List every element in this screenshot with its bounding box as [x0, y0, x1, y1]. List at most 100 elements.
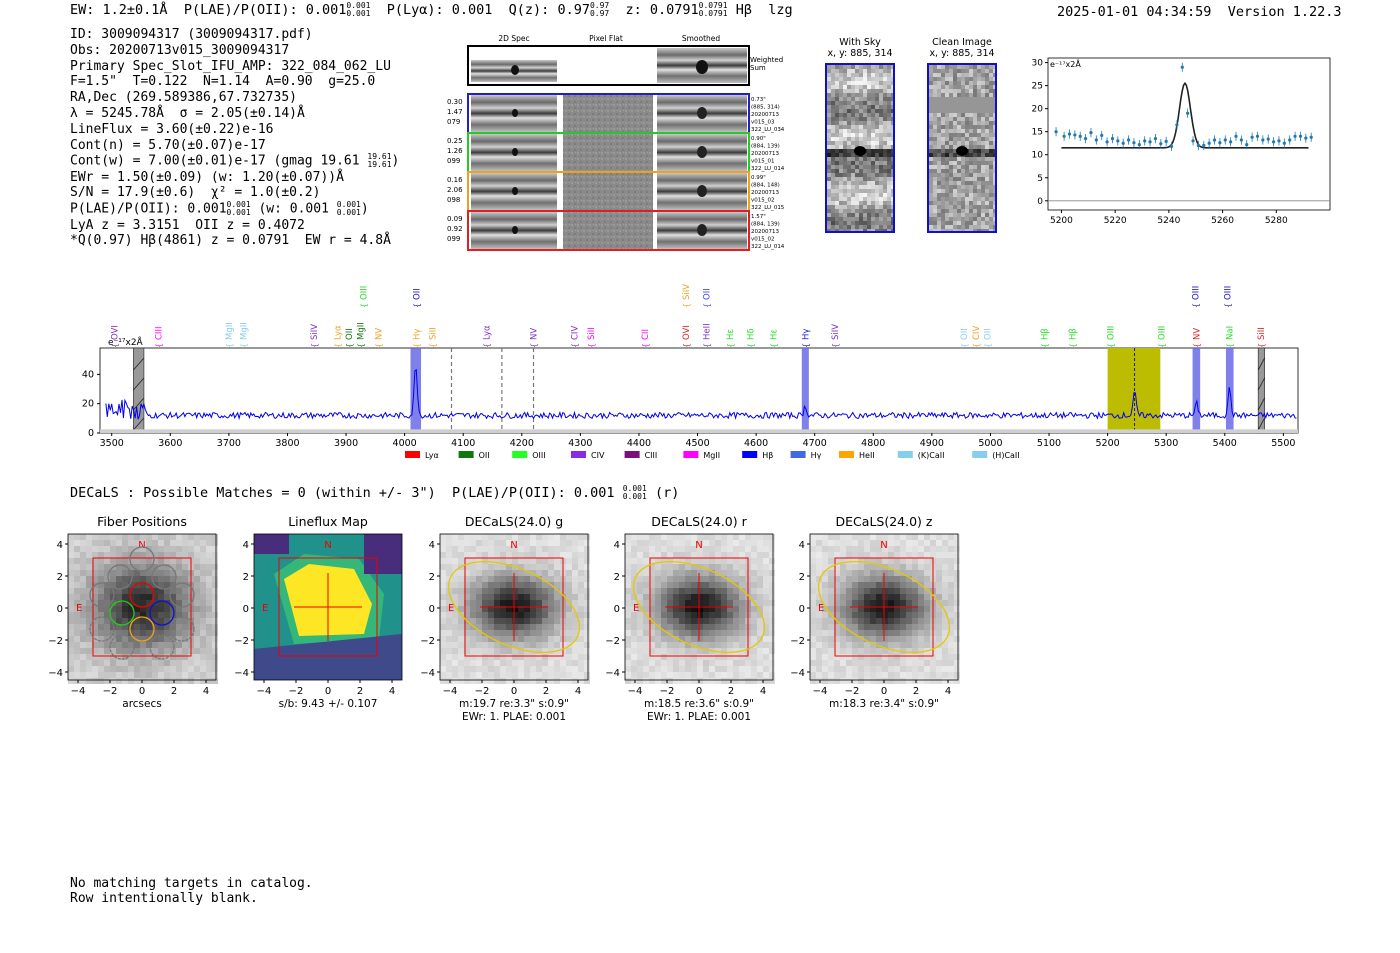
- cutout-pixel: [879, 85, 883, 89]
- cutout-pixel: [709, 612, 715, 618]
- cutout-pixel: [863, 129, 867, 133]
- cutout-pixel: [941, 169, 945, 173]
- cutout-pixel: [98, 648, 104, 654]
- cutout-pixel: [965, 105, 969, 109]
- cutout-pixel: [852, 570, 858, 576]
- cutout-pixel: [871, 225, 875, 229]
- cutout-pixel: [536, 540, 542, 546]
- cutout-pixel: [822, 624, 828, 630]
- cutout-pixel: [122, 570, 128, 576]
- cutout-pixel: [855, 193, 859, 197]
- cutout-pixel: [855, 113, 859, 117]
- fiber-row-left-label: 0.16: [447, 176, 463, 184]
- cutout-pixel: [948, 654, 954, 660]
- cutout-pixel: [464, 624, 470, 630]
- cutout-pixel: [637, 570, 643, 576]
- cutout-pixel: [930, 534, 936, 540]
- cutout-pixel: [86, 678, 92, 684]
- cutout-pixel: [721, 672, 727, 678]
- spectrum-line-label-brace: {: [111, 343, 120, 348]
- spectrum-line-label-brace: {: [1193, 343, 1202, 348]
- cutout-pixel: [989, 145, 993, 149]
- cutout-pixel: [524, 558, 530, 564]
- zoom-data-point: [1121, 141, 1125, 145]
- cutout-pixel: [930, 660, 936, 666]
- cutout-pixel: [961, 157, 965, 161]
- cutout-pixel: [843, 177, 847, 181]
- cutout-pixel: [506, 678, 512, 684]
- cutout-pixel: [470, 654, 476, 660]
- cutout-ytick-label: 2: [243, 572, 249, 583]
- cutout-pixel: [894, 666, 900, 672]
- cutout-pixel: [953, 109, 957, 113]
- cutout-pixel: [933, 157, 937, 161]
- cutout-pixel: [578, 558, 584, 564]
- cutout-pixel: [891, 213, 893, 217]
- cutout-pixel: [891, 169, 893, 173]
- cutout-pixel: [810, 612, 816, 618]
- cutout-pixel: [834, 612, 840, 618]
- cutout-pixel: [721, 558, 727, 564]
- cutout-pixel: [697, 594, 703, 600]
- cutout-pixel: [870, 612, 876, 618]
- cutout-pixel: [937, 197, 941, 201]
- cutout-pixel: [769, 570, 775, 576]
- cutout-pixel: [530, 540, 536, 546]
- cutout-pixel: [709, 552, 715, 558]
- with-sky-coords: x, y: 885, 314: [827, 48, 893, 59]
- cutout-pixel: [80, 636, 86, 642]
- cutout-pixel: [74, 588, 80, 594]
- cutout-pixel: [977, 197, 981, 201]
- cutout-pixel: [667, 648, 673, 654]
- cutout-pixel: [989, 169, 993, 173]
- cutout-pixel: [871, 221, 875, 225]
- cutout-xtick-label: 4: [203, 686, 209, 697]
- spectrum-xtick-label: 4400: [627, 438, 651, 449]
- zoom-data-point: [1288, 138, 1292, 142]
- cutout-pixel: [954, 666, 960, 672]
- cutout-pixel: [973, 177, 977, 181]
- cutout-pixel: [625, 672, 631, 678]
- cutout-pixel: [810, 606, 816, 612]
- cutout-pixel: [80, 582, 86, 588]
- cutout-pixel: [981, 81, 985, 85]
- cutout-pixel: [667, 546, 673, 552]
- spec2d-col-title: Pixel Flat: [589, 34, 623, 43]
- cutout-pixel: [875, 65, 879, 69]
- cutout-pixel: [888, 624, 894, 630]
- cutout-pixel: [673, 666, 679, 672]
- cutout-pixel: [887, 137, 891, 141]
- cutout-pixel: [572, 624, 578, 630]
- cutout-pixel: [810, 600, 816, 606]
- cutout-pixel: [906, 582, 912, 588]
- cutout-pixel: [965, 181, 969, 185]
- cutout-pixel: [870, 618, 876, 624]
- cutout-pixel: [961, 85, 965, 89]
- spectrum-line-label: Hβ: [1040, 328, 1050, 340]
- cutout-pixel: [643, 660, 649, 666]
- cutout-pixel: [864, 540, 870, 546]
- cutout-pixel: [855, 65, 859, 69]
- cutout-pixel: [863, 125, 867, 129]
- cutout-pixel: [876, 642, 882, 648]
- cutout-pixel: [846, 630, 852, 636]
- cutout-pixel: [140, 540, 146, 546]
- cutout-pixel: [494, 642, 500, 648]
- cutout-pixel: [584, 636, 590, 642]
- cutout-pixel: [524, 660, 530, 666]
- cutout-pixel: [721, 630, 727, 636]
- cutout-pixel: [709, 588, 715, 594]
- cutout-pixel: [548, 576, 554, 582]
- cutout-pixel: [98, 546, 104, 552]
- cutout-pixel: [116, 576, 122, 582]
- spectrum-line-label-brace: {: [429, 343, 438, 348]
- cutout-pixel: [643, 678, 649, 684]
- cutout-pixel: [851, 169, 855, 173]
- cutout-pixel: [170, 540, 176, 546]
- cutout-pixel: [855, 69, 859, 73]
- cutout-pixel: [709, 582, 715, 588]
- cutout-pixel: [697, 660, 703, 666]
- info-primary: Primary Spec_Slot_IFU_AMP: 322_084_062_L…: [70, 58, 391, 74]
- cutout-pixel: [993, 69, 995, 73]
- cutout-pixel: [548, 642, 554, 648]
